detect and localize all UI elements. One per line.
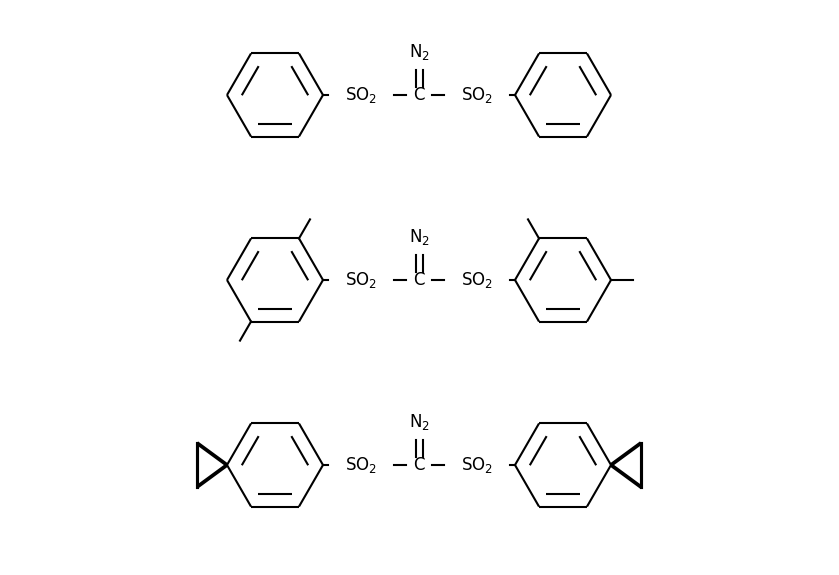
Text: C: C xyxy=(414,456,425,474)
Text: N$_2$: N$_2$ xyxy=(409,227,430,247)
Text: SO$_2$: SO$_2$ xyxy=(345,270,377,290)
Text: C: C xyxy=(414,271,425,289)
Text: N$_2$: N$_2$ xyxy=(409,412,430,432)
Text: SO$_2$: SO$_2$ xyxy=(345,455,377,475)
Text: C: C xyxy=(414,86,425,104)
Text: N$_2$: N$_2$ xyxy=(409,42,430,62)
Text: SO$_2$: SO$_2$ xyxy=(461,270,493,290)
Text: SO$_2$: SO$_2$ xyxy=(345,85,377,105)
Text: SO$_2$: SO$_2$ xyxy=(461,85,493,105)
Text: SO$_2$: SO$_2$ xyxy=(461,455,493,475)
